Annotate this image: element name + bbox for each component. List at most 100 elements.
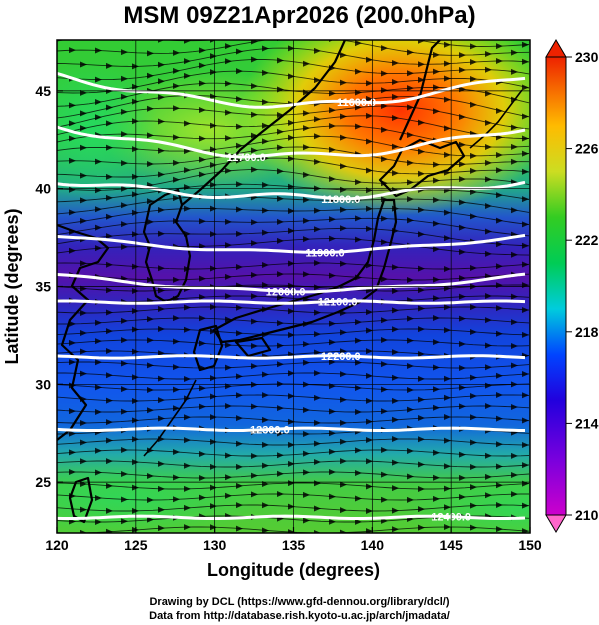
flow-arrow: [173, 474, 180, 481]
flow-arrow: [277, 57, 284, 64]
flow-arrow: [158, 171, 165, 178]
flow-arrow: [251, 272, 258, 279]
flow-arrow: [485, 119, 492, 126]
height-contour: [57, 354, 526, 360]
flow-arrow: [444, 41, 451, 48]
flow-arrow: [277, 361, 284, 368]
flow-arrow: [485, 364, 492, 371]
flow-arrow: [485, 293, 492, 300]
flow-arrow: [470, 59, 477, 66]
ryukyu-islands: [143, 379, 197, 457]
flow-arrow: [418, 461, 425, 468]
flow-arrow: [340, 79, 347, 86]
flow-arrow: [496, 441, 503, 448]
flow-arrow: [236, 34, 243, 40]
flow-arrow: [418, 265, 425, 272]
flow-arrow: [433, 220, 440, 227]
flow-arrow: [392, 60, 399, 67]
flow-arrow: [147, 316, 154, 323]
flow-arrow: [444, 96, 451, 103]
flow-arrow: [251, 363, 258, 370]
flow-arrow: [69, 320, 76, 327]
flow-arrow: [199, 107, 206, 114]
flow-arrow: [444, 125, 451, 132]
flow-arrow: [236, 157, 243, 164]
flow-arrow: [288, 45, 295, 52]
flow-arrow: [173, 449, 180, 456]
flow-arrow: [485, 228, 492, 235]
flow-arrow: [485, 342, 492, 349]
flow-arrow: [433, 364, 440, 371]
flow-arrow: [121, 75, 128, 82]
flow-arrow: [496, 152, 503, 159]
flow-arrow: [392, 526, 399, 533]
flow-arrow: [340, 529, 347, 533]
flow-arrow: [459, 451, 466, 458]
flow-arrow: [366, 528, 373, 533]
flow-arrow: [381, 276, 388, 283]
flow-arrow: [121, 221, 128, 228]
flow-arrow: [418, 415, 425, 422]
flow-arrow: [314, 394, 321, 401]
flow-arrow: [262, 207, 269, 214]
flow-arrow: [485, 317, 492, 324]
height-contour: [57, 272, 526, 294]
flow-arrow: [80, 172, 87, 179]
flow-arrow: [314, 116, 321, 123]
flow-arrow: [147, 276, 154, 283]
flow-arrow: [459, 66, 466, 73]
flow-arrow: [459, 474, 466, 481]
flow-arrow: [433, 495, 440, 502]
flow-arrow: [340, 507, 347, 514]
flow-arrow: [303, 236, 310, 243]
flow-arrow: [470, 304, 477, 311]
flow-arrow: [418, 396, 425, 403]
flow-arrow: [106, 419, 113, 426]
flow-arrow: [80, 348, 87, 355]
flow-arrow: [210, 231, 217, 238]
flow-arrow: [444, 524, 451, 531]
flow-arrow: [173, 82, 180, 89]
flow-arrow: [106, 309, 113, 316]
flow-arrow: [236, 68, 243, 75]
flow-arrow: [407, 496, 414, 503]
flow-arrow: [184, 462, 191, 469]
x-tick-label: 135: [282, 537, 306, 553]
flow-arrow: [173, 338, 180, 345]
flow-arrow: [277, 111, 284, 118]
flow-arrow: [444, 504, 451, 511]
flow-arrow: [329, 448, 336, 455]
flow-arrow: [121, 360, 128, 367]
flow-arrow: [147, 72, 154, 79]
flow-arrow: [236, 48, 243, 55]
flow-arrow: [496, 107, 503, 114]
flow-arrow: [355, 359, 362, 366]
y-tick-label: 30: [35, 376, 51, 392]
flow-arrow: [225, 109, 232, 116]
flow-arrow: [470, 484, 477, 491]
flow-arrow: [329, 408, 336, 415]
flow-arrow: [444, 304, 451, 311]
flow-arrow: [158, 118, 165, 125]
flow-arrow: [69, 247, 76, 254]
flow-arrow: [381, 215, 388, 222]
flow-arrow: [69, 186, 76, 193]
colorbar-tick-label: 214: [575, 415, 599, 431]
flow-arrow: [392, 485, 399, 492]
flow-arrow: [418, 61, 425, 68]
flow-arrow: [251, 83, 258, 90]
flow-arrow: [225, 403, 232, 410]
flow-arrow: [366, 327, 373, 334]
flow-arrow: [236, 440, 243, 447]
flow-arrow: [158, 287, 165, 294]
flow-arrow: [106, 328, 113, 335]
flow-arrow: [314, 47, 321, 54]
flow-arrow: [210, 484, 217, 491]
contour-label: 12100.0: [318, 296, 358, 308]
flow-arrow: [392, 264, 399, 271]
flow-arrow: [158, 506, 165, 513]
flow-arrow: [485, 452, 492, 459]
flow-arrow: [340, 260, 347, 267]
flow-arrow: [433, 315, 440, 322]
flow-arrow: [392, 459, 399, 466]
